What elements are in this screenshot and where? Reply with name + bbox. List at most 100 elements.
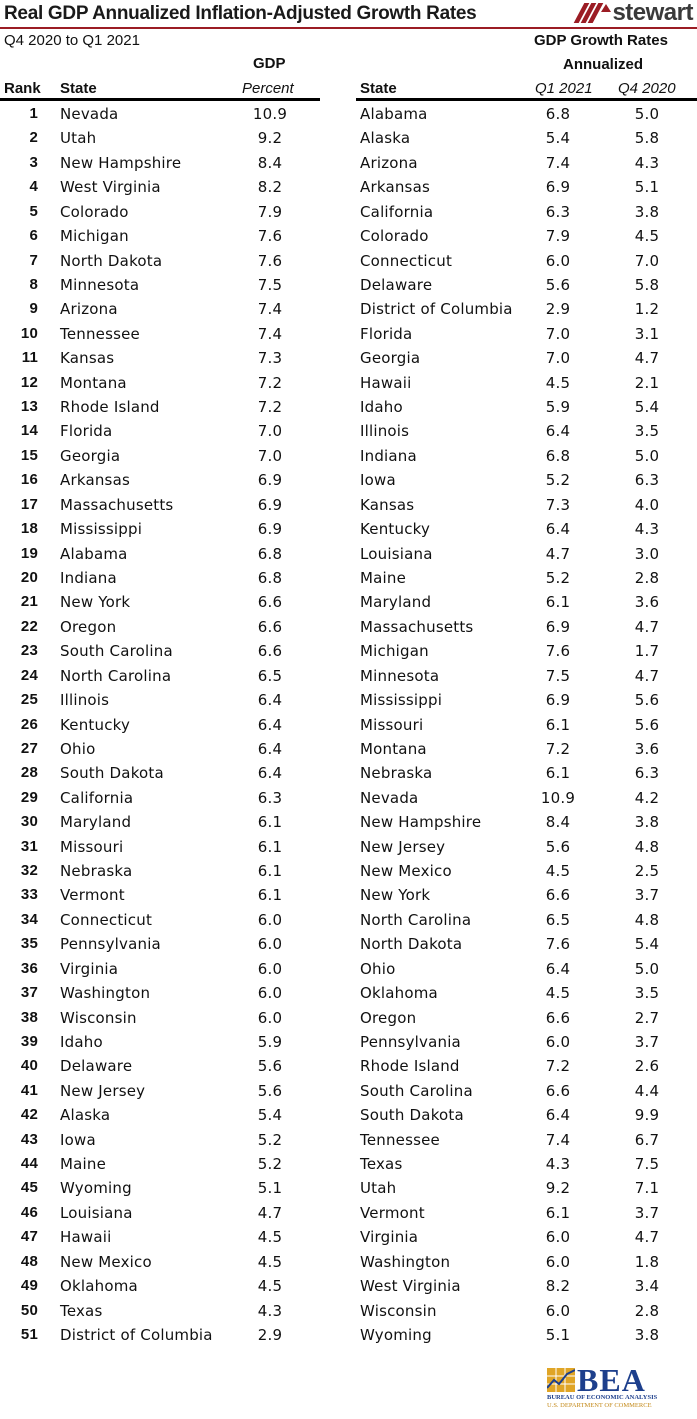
- gdp-percent-cell: 5.4: [257, 1106, 283, 1125]
- rank-cell: 31: [20, 837, 38, 855]
- state-cell: Hawaii: [60, 1228, 112, 1247]
- state-cell: South Carolina: [360, 1081, 473, 1100]
- q1-2021-cell: 8.2: [545, 1277, 571, 1296]
- state-cell: Oklahoma: [360, 984, 438, 1003]
- table-row: 34 Connecticut 6.0: [0, 908, 320, 932]
- table-row: Oregon 6.6 2.7: [360, 1006, 697, 1030]
- table-row: 15 Georgia 7.0: [0, 444, 320, 468]
- q1-2021-cell: 7.6: [545, 642, 571, 661]
- table-row: 46 Louisiana 4.7: [0, 1201, 320, 1225]
- q4-2020-cell: 2.6: [634, 1057, 660, 1076]
- table-row: 43 Iowa 5.2: [0, 1128, 320, 1152]
- state-cell: Maine: [360, 568, 407, 587]
- q4-2020-cell: 3.5: [634, 984, 660, 1003]
- table-row: 1 Nevada 10.9: [0, 102, 320, 126]
- state-cell: Pennsylvania: [60, 935, 161, 954]
- table-row: Oklahoma 4.5 3.5: [360, 981, 697, 1005]
- gdp-percent-cell: 6.9: [257, 471, 283, 490]
- table-row: 10 Tennessee 7.4: [0, 322, 320, 346]
- rank-cell: 47: [20, 1228, 38, 1246]
- table-row: Nevada 10.9 4.2: [360, 786, 697, 810]
- q1-2021-cell: 4.3: [545, 1155, 571, 1174]
- gdp-percent-cell: 6.5: [257, 666, 283, 685]
- q1-2021-cell: 6.0: [545, 1032, 571, 1051]
- state-cell: Minnesota: [60, 275, 140, 294]
- rank-cell: 14: [20, 422, 38, 440]
- state-column-header: State: [60, 80, 97, 97]
- table-row: Ohio 6.4 5.0: [360, 957, 697, 981]
- table-row: Colorado 7.9 4.5: [360, 224, 697, 248]
- q1-2021-cell: 7.4: [545, 1130, 571, 1149]
- state-cell: Missouri: [360, 715, 424, 734]
- state-cell: Alabama: [360, 105, 428, 123]
- table-row: Arizona 7.4 4.3: [360, 151, 697, 175]
- q4-2020-cell: 3.0: [634, 544, 660, 563]
- table-row: 50 Texas 4.3: [0, 1299, 320, 1323]
- q1-2021-cell: 7.5: [545, 666, 571, 685]
- table-row: Wisconsin 6.0 2.8: [360, 1299, 697, 1323]
- q1-2021-cell: 6.8: [545, 105, 571, 123]
- q1-2021-cell: 7.2: [545, 1057, 571, 1076]
- table-row: 42 Alaska 5.4: [0, 1103, 320, 1127]
- q4-2020-cell: 5.6: [634, 691, 660, 710]
- q1-2021-cell: 6.4: [545, 520, 571, 539]
- q1-2021-cell: 6.1: [545, 715, 571, 734]
- q4-2020-cell: 2.8: [634, 568, 660, 587]
- table-row: 22 Oregon 6.6: [0, 615, 320, 639]
- left-group-header: GDP: [253, 55, 286, 72]
- q1-2021-cell: 6.6: [545, 1008, 571, 1027]
- state-cell: Idaho: [60, 1032, 103, 1051]
- q1-2021-cell: 6.9: [545, 617, 571, 636]
- table-row: Montana 7.2 3.6: [360, 737, 697, 761]
- table-row: West Virginia 8.2 3.4: [360, 1274, 697, 1298]
- q1-2021-cell: 6.1: [545, 1203, 571, 1222]
- table-row: 28 South Dakota 6.4: [0, 761, 320, 785]
- table-row: 29 California 6.3: [0, 786, 320, 810]
- q4-2020-cell: 2.1: [634, 373, 660, 392]
- table-row: Maryland 6.1 3.6: [360, 590, 697, 614]
- gdp-percent-cell: 5.6: [257, 1057, 283, 1076]
- state-cell: South Dakota: [60, 764, 164, 783]
- table-row: Florida 7.0 3.1: [360, 322, 697, 346]
- q1-2021-cell: 6.0: [545, 251, 571, 270]
- q4-2020-cell: 6.3: [634, 471, 660, 490]
- gdp-percent-cell: 7.0: [257, 446, 283, 465]
- q4-2020-cell: 5.4: [634, 935, 660, 954]
- rank-cell: 17: [20, 495, 38, 513]
- table-row: 23 South Carolina 6.6: [0, 639, 320, 663]
- stewart-logo-text: stewart: [612, 0, 693, 26]
- q1-2021-cell: 5.6: [545, 275, 571, 294]
- state-cell: Arizona: [360, 153, 418, 172]
- rank-cell: 29: [20, 788, 38, 806]
- rank-cell: 15: [20, 446, 38, 464]
- q4-2020-cell: 3.7: [634, 1032, 660, 1051]
- state-cell: Connecticut: [360, 251, 453, 270]
- state-cell: Ohio: [60, 739, 96, 758]
- q4-2020-cell: 4.3: [634, 153, 660, 172]
- state-cell: Washington: [360, 1252, 451, 1271]
- q1-2021-cell: 6.0: [545, 1301, 571, 1320]
- state-cell: District of Columbia: [360, 300, 513, 319]
- state-cell: Massachusetts: [60, 495, 174, 514]
- right-group-header-line1: GDP Growth Rates: [534, 32, 668, 49]
- state-cell: Virginia: [60, 959, 119, 978]
- q4-2020-cell: 4.5: [634, 227, 660, 246]
- q1-2021-cell: 5.6: [545, 837, 571, 856]
- rank-cell: 26: [20, 715, 38, 733]
- state-cell: New Jersey: [60, 1081, 146, 1100]
- q4-2020-cell: 4.7: [634, 666, 660, 685]
- rank-cell: 20: [20, 568, 38, 586]
- table-row: 12 Montana 7.2: [0, 371, 320, 395]
- q4-2020-cell: 7.0: [634, 251, 660, 270]
- table-row: 47 Hawaii 4.5: [0, 1225, 320, 1249]
- q4-2020-cell: 5.4: [634, 398, 660, 417]
- right-group-header-line2: Annualized: [563, 56, 644, 73]
- rank-cell: 27: [20, 739, 38, 757]
- state-cell: Nevada: [60, 105, 119, 123]
- q4-2020-cell: 3.8: [634, 1326, 660, 1344]
- rank-cell: 43: [20, 1130, 38, 1148]
- q1-2021-cell: 5.4: [545, 129, 571, 148]
- q4-2020-cell: 3.1: [634, 324, 660, 343]
- gdp-percent-cell: 4.7: [257, 1203, 283, 1222]
- table-row: 37 Washington 6.0: [0, 981, 320, 1005]
